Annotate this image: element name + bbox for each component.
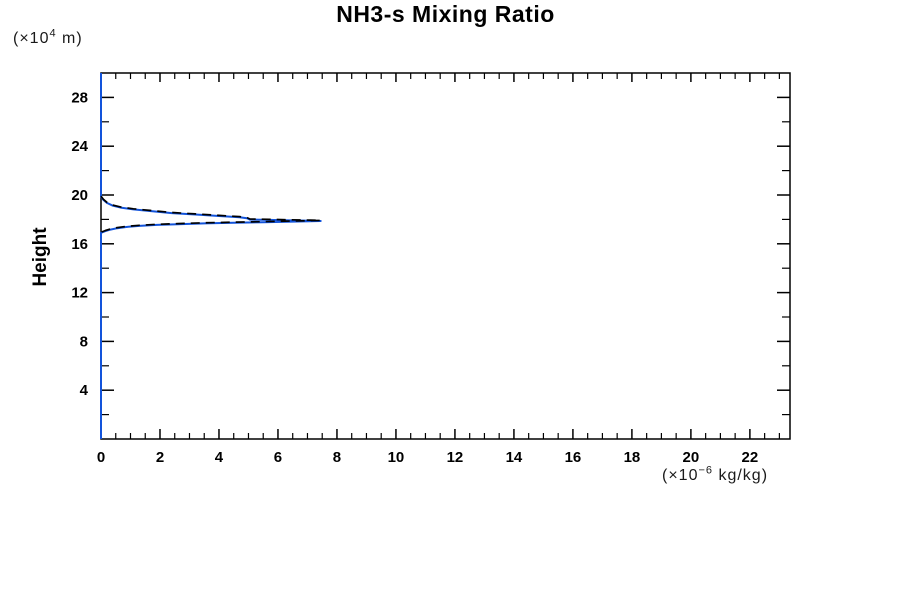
x-tick-label: 18 bbox=[624, 449, 641, 466]
y-tick-label: 16 bbox=[71, 236, 88, 253]
x-tick-label: 6 bbox=[274, 449, 282, 466]
x-tick-label: 12 bbox=[447, 449, 464, 466]
x-tick-label: 8 bbox=[333, 449, 341, 466]
profile-line-solid bbox=[100, 73, 322, 439]
y-axis-unit-label: (×104 m) bbox=[13, 27, 83, 48]
x-tick-label: 2 bbox=[156, 449, 164, 466]
x-tick-label: 20 bbox=[683, 449, 700, 466]
y-tick-label: 24 bbox=[71, 138, 88, 155]
x-axis-unit-label: (×10−6 kg/kg) bbox=[662, 464, 769, 485]
x-tick-label: 22 bbox=[742, 449, 759, 466]
x-tick-label: 0 bbox=[97, 449, 105, 466]
chart-title: NH3-s Mixing Ratio bbox=[336, 1, 555, 27]
x-tick-label: 4 bbox=[215, 449, 224, 466]
x-unit-suffix: kg/kg) bbox=[713, 467, 769, 484]
y-unit-prefix: (×10 bbox=[13, 30, 50, 47]
y-unit-suffix: m) bbox=[56, 30, 83, 47]
x-tick-label: 16 bbox=[565, 449, 582, 466]
y-tick-label: 20 bbox=[71, 187, 88, 204]
x-unit-exponent: −6 bbox=[698, 464, 714, 477]
y-tick-label: 28 bbox=[71, 89, 88, 106]
x-tick-label: 10 bbox=[388, 449, 405, 466]
x-unit-prefix: (×10 bbox=[662, 467, 699, 484]
y-tick-label: 4 bbox=[80, 382, 89, 399]
y-tick-label: 8 bbox=[80, 333, 88, 350]
plot-frame bbox=[100, 72, 791, 440]
profile-line-dashed bbox=[100, 195, 322, 233]
x-tick-label: 14 bbox=[506, 449, 523, 466]
y-unit-exponent: 4 bbox=[49, 27, 57, 40]
y-tick-label: 12 bbox=[71, 285, 88, 302]
